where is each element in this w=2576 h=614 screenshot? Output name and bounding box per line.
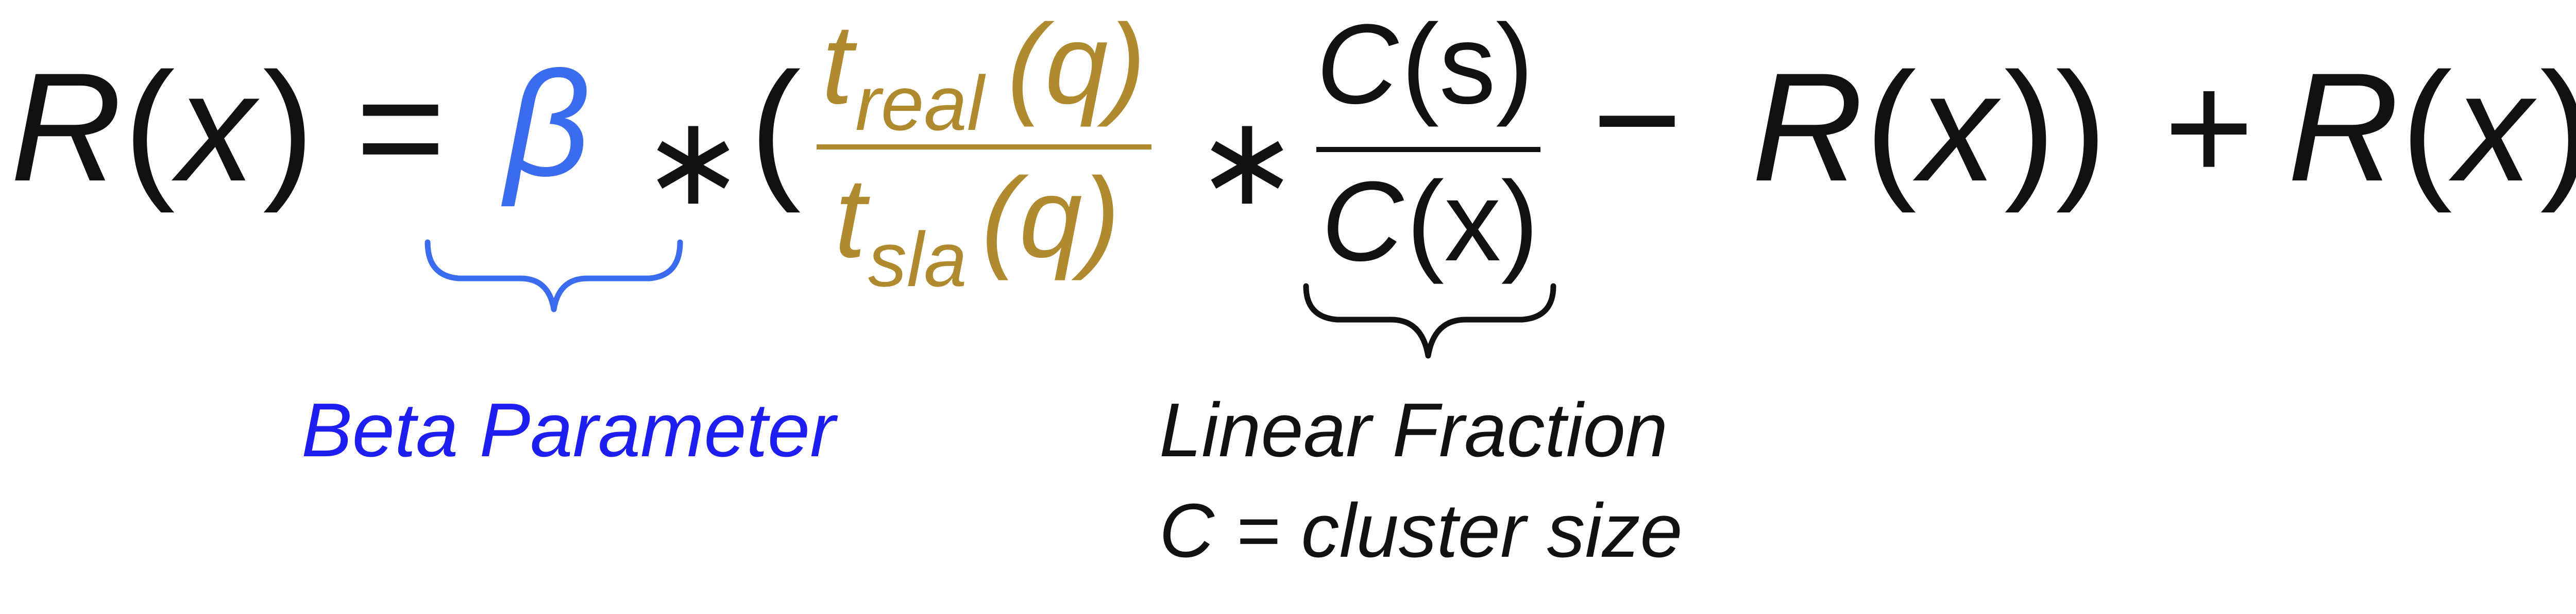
multiply-sign-1: ∗ [641, 92, 745, 230]
linear-fraction-label: Linear Fraction [1159, 388, 1668, 473]
equals-sign: = [355, 40, 446, 213]
lhs-open-paren: ( [124, 40, 175, 214]
t-sla-arg: (q) [981, 154, 1120, 281]
R2-x: x [1912, 40, 2001, 213]
lhs-close-paren: ) [263, 40, 314, 214]
t-real-subscript: real [855, 60, 986, 146]
cluster-size-label: C = cluster size [1159, 488, 1683, 573]
t-sla-subscript: sla [868, 216, 967, 303]
C-s-C: C [1316, 1, 1399, 127]
R2-R: R [1752, 40, 1863, 213]
multiply-sign-2: ∗ [1195, 92, 1299, 230]
lhs-x: x [171, 40, 260, 213]
linear-fraction-underbrace [1303, 283, 1556, 359]
second-R-term: R ( x )) [1752, 40, 2107, 214]
C-x-C: C [1321, 158, 1404, 285]
R3-R: R [2287, 40, 2399, 213]
big-open-paren: ( [750, 40, 801, 214]
third-R-term: R ( x ) [2287, 40, 2576, 214]
cluster-size-fraction: C (s) C (x) [1316, 1, 1540, 285]
t-real-arg: (q) [1007, 1, 1146, 127]
time-ratio-fraction: t real (q) t sla (q) [817, 1, 1151, 303]
t-real-t: t [822, 1, 857, 127]
R2-close-parens: )) [2004, 40, 2107, 214]
lhs-R: R [10, 40, 122, 213]
R3-close-paren: ) [2540, 40, 2576, 214]
lhs-term: R ( x ) [10, 40, 314, 214]
t-sla-t: t [835, 154, 870, 281]
beta-underbrace [425, 239, 683, 312]
plus-sign: + [2164, 40, 2254, 213]
beta-parameter-label: Beta Parameter [301, 388, 838, 473]
C-s-arg: (s) [1401, 1, 1534, 127]
R3-open-paren: ( [2401, 40, 2452, 214]
minus-sign: − [1592, 32, 1682, 206]
beta-symbol: β [500, 40, 590, 208]
C-x-arg: (x) [1406, 158, 1539, 285]
R2-open-paren: ( [1865, 40, 1917, 214]
R3-x: x [2448, 40, 2537, 213]
